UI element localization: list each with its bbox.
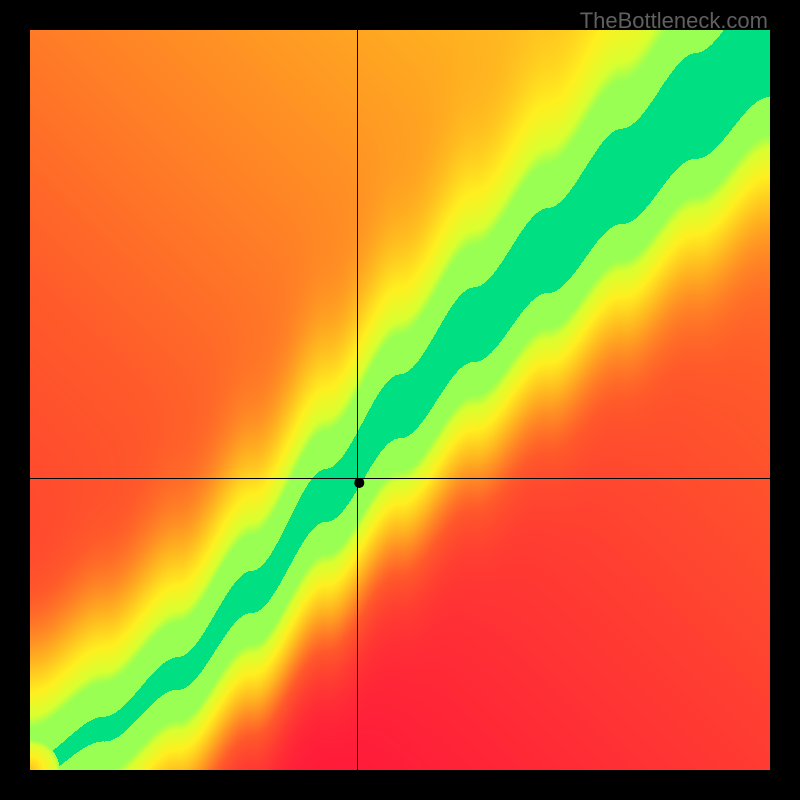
plot-area xyxy=(30,30,770,770)
heatmap-canvas xyxy=(30,30,770,770)
watermark-text: TheBottleneck.com xyxy=(580,8,768,34)
chart-container: TheBottleneck.com xyxy=(0,0,800,800)
